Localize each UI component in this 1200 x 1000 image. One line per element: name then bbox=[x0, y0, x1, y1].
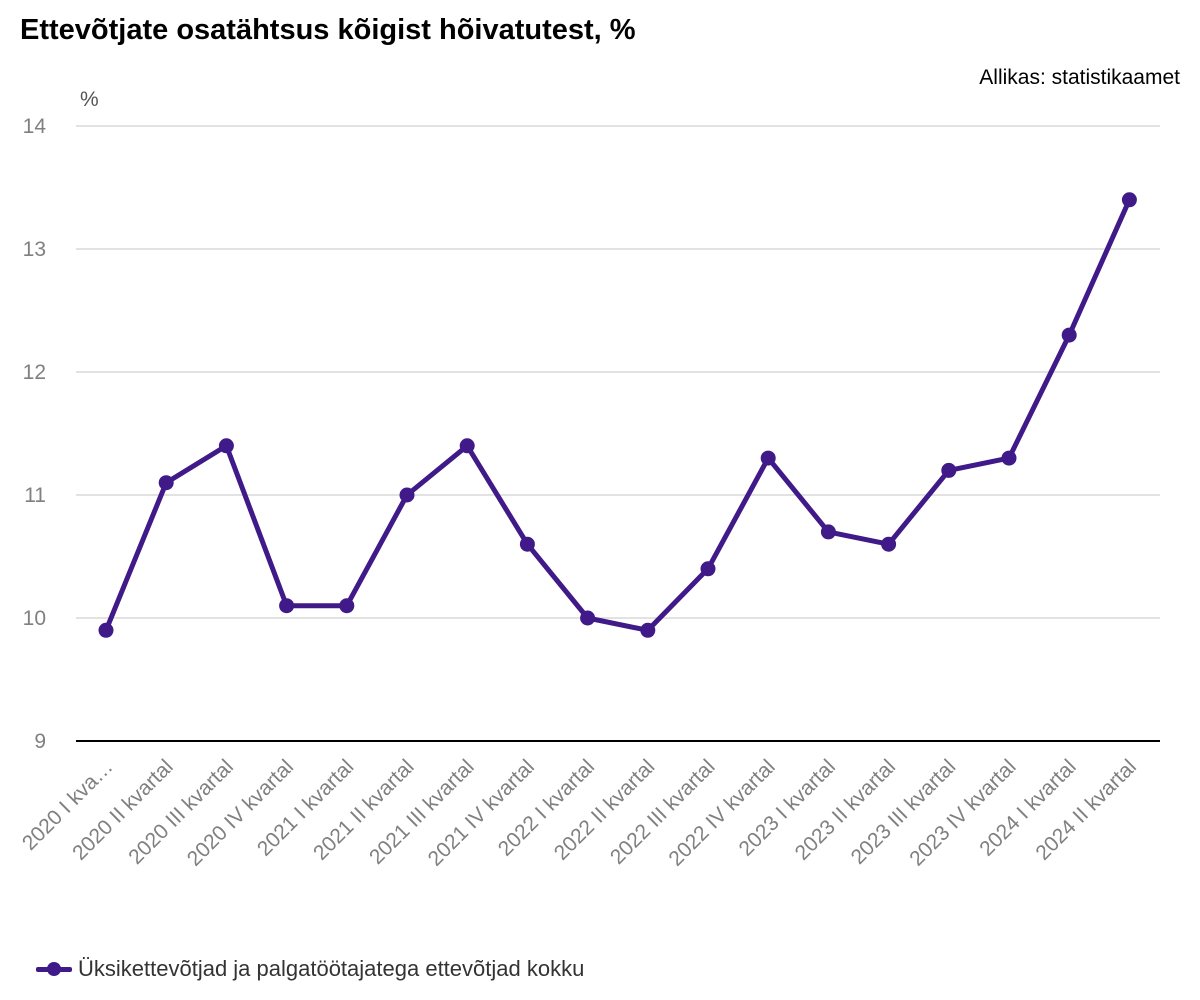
legend-label: Üksikettevõtjad ja palgatöötajatega ette… bbox=[78, 956, 585, 981]
data-point[interactable] bbox=[98, 622, 114, 638]
y-tick-label: 14 bbox=[23, 115, 47, 138]
data-point[interactable] bbox=[1061, 327, 1077, 343]
y-tick-label: 9 bbox=[34, 730, 46, 753]
y-tick-label: 10 bbox=[23, 607, 46, 630]
x-tick-label: 2022 III kvartal bbox=[606, 755, 720, 869]
x-tick-label: 2023 IV kvartal bbox=[905, 755, 1020, 870]
chart-title: Ettevõtjate osatähtsus kõigist hõivatute… bbox=[20, 14, 636, 46]
x-tick-label: 2020 III kvartal bbox=[124, 755, 238, 869]
x-tick-label: 2021 IV kvartal bbox=[424, 755, 539, 870]
y-axis-unit-label: % bbox=[80, 88, 99, 111]
y-axis-ticks: 9 10 11 12 13 14 bbox=[23, 115, 47, 753]
series-line bbox=[103, 197, 1132, 633]
x-tick-label: 2020 IV kvartal bbox=[183, 755, 298, 870]
data-point[interactable] bbox=[1121, 192, 1137, 208]
data-point[interactable] bbox=[700, 561, 716, 577]
data-point[interactable] bbox=[519, 536, 535, 552]
data-point[interactable] bbox=[218, 438, 234, 454]
source-note: Allikas: statistikaamet bbox=[979, 66, 1180, 89]
x-tick-label: 2023 III kvartal bbox=[847, 755, 961, 869]
data-point[interactable] bbox=[399, 487, 415, 503]
data-point[interactable] bbox=[1001, 450, 1017, 466]
series-group bbox=[98, 192, 1137, 638]
y-tick-label: 11 bbox=[24, 484, 46, 507]
gridlines bbox=[76, 125, 1160, 742]
data-point[interactable] bbox=[820, 524, 836, 540]
data-point[interactable] bbox=[158, 475, 174, 491]
y-tick-label: 13 bbox=[23, 238, 46, 261]
legend-marker-icon bbox=[36, 958, 72, 980]
data-point[interactable] bbox=[279, 598, 295, 614]
data-point[interactable] bbox=[640, 622, 656, 638]
x-tick-label: 2022 IV kvartal bbox=[664, 755, 779, 870]
data-point[interactable] bbox=[881, 536, 897, 552]
data-point[interactable] bbox=[941, 462, 957, 478]
data-point[interactable] bbox=[580, 610, 596, 626]
data-point[interactable] bbox=[760, 450, 776, 466]
data-point[interactable] bbox=[339, 598, 355, 614]
x-tick-label: 2021 III kvartal bbox=[365, 755, 479, 869]
data-point[interactable] bbox=[459, 438, 475, 454]
legend[interactable]: Üksikettevõtjad ja palgatöötajatega ette… bbox=[36, 956, 584, 982]
y-tick-label: 12 bbox=[23, 361, 46, 384]
